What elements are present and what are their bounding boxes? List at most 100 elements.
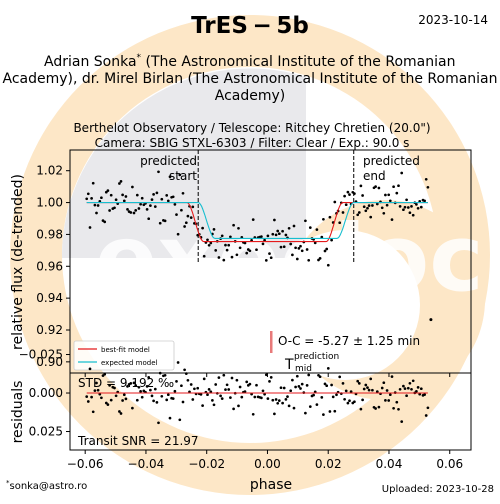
observation-point [326,263,330,267]
observation-point [294,246,297,250]
residual-point [193,387,196,391]
observation-point [166,199,170,203]
residual-point [416,386,420,389]
observation-point [385,203,389,207]
observatory-line: Berthelot Observatory / Telescope: Ritch… [73,121,430,135]
residual-point [243,390,247,393]
upload-date: Uploaded: 2023-10-28 [382,484,494,495]
residual-point [349,390,353,393]
residual-point [119,412,123,415]
residual-point [245,380,249,384]
residual-point [271,398,275,402]
observation-point [100,196,103,200]
residual-point [392,406,395,410]
observation-point [304,219,307,223]
observation-point [424,177,428,181]
observation-point [390,218,394,221]
legend-expected-label: expected model [101,359,157,367]
residual-point [261,389,265,393]
residual-point [150,394,154,398]
residual-point [188,390,191,394]
x-tick-label: −0.06 [67,457,104,471]
predicted-start-label-line-2: start [169,169,197,183]
observation-point [181,191,185,195]
observation-point [225,248,229,252]
residual-point [263,392,266,396]
observation-point [387,193,391,197]
residual-point [405,394,408,398]
residual-point [260,396,263,400]
x-tick-label: −0.02 [188,457,225,471]
observation-point [129,211,133,214]
observation-point [157,170,160,174]
observation-point [214,249,218,252]
observation-point [338,221,342,225]
observation-point [308,226,312,229]
observation-point [108,209,111,212]
residual-point [93,389,97,392]
observation-point [207,243,211,247]
residual-point [357,382,361,385]
residual-point [178,418,182,422]
observation-point [318,257,322,260]
observation-date: 2023-10-14 [418,13,488,27]
observation-point [229,235,232,239]
residual-point [274,398,278,401]
residual-point [269,376,273,379]
residual-point [222,373,226,377]
observation-point [118,182,121,185]
observation-point [158,221,162,225]
observation-point [201,226,204,230]
observation-point [333,200,337,204]
residual-point [253,395,257,399]
observation-point [273,218,276,222]
observation-point [380,206,384,210]
observation-point [217,256,221,259]
residual-point [335,393,338,397]
observation-point [307,258,311,262]
observation-point [175,213,178,216]
light-curve-content [85,150,433,322]
observation-point [359,184,363,188]
observation-point [362,205,366,209]
residual-point [369,377,373,381]
residual-point [139,390,142,393]
residual-point [98,392,102,396]
observation-point [95,211,98,215]
observation-point [150,198,154,201]
observation-point [160,197,164,201]
residual-point [330,383,333,387]
observation-point [343,194,346,198]
residual-point [134,384,138,387]
residual-point [168,416,172,420]
observation-point [121,193,124,197]
observation-point [330,238,333,242]
residual-point [219,394,222,398]
residual-point [237,404,240,408]
std-text: STD = 9.192 ‰ [78,376,174,390]
observation-point [171,195,175,199]
residual-point [402,384,405,388]
observation-point [328,215,332,219]
residual-point [343,397,346,401]
observation-point [395,191,399,195]
residual-point [225,383,229,387]
residual-point [176,361,180,364]
observation-point [106,189,110,192]
residual-point [227,388,231,391]
observation-point [315,228,319,231]
residual-point [353,400,356,404]
residual-point [388,393,392,397]
observation-point [131,185,134,189]
residual-point [313,390,317,394]
observation-point [289,242,293,246]
residual-y-tick-label: 0.000 [29,386,63,400]
residual-point [287,404,291,408]
residual-point [384,399,387,402]
observation-point [415,203,418,206]
residual-point [408,381,412,385]
residual-point [418,392,422,396]
observation-point [86,192,90,196]
observation-point [346,190,350,194]
